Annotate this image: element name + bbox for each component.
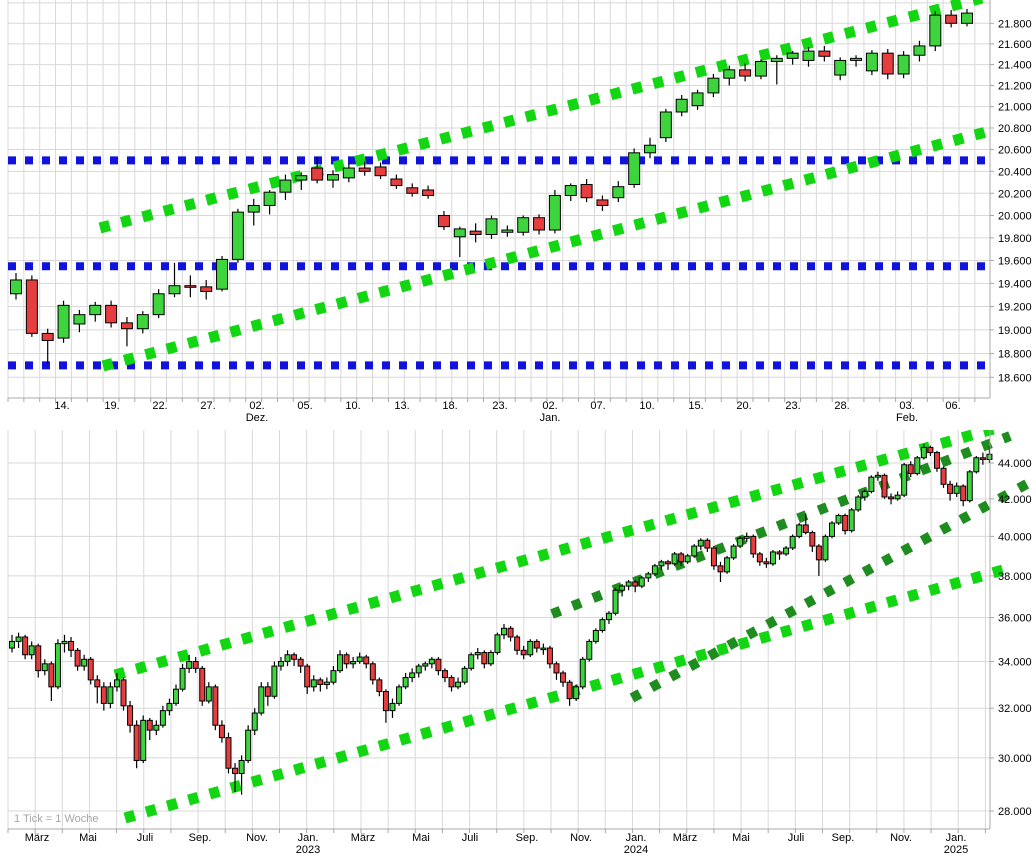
svg-text:32.000: 32.000 — [998, 703, 1032, 715]
svg-text:27.: 27. — [200, 400, 215, 412]
svg-text:Nov.: Nov. — [570, 832, 592, 844]
svg-text:März: März — [351, 832, 375, 844]
svg-text:März: März — [673, 832, 697, 844]
svg-text:21.800: 21.800 — [998, 18, 1032, 30]
svg-text:Nov.: Nov. — [246, 832, 268, 844]
svg-text:Sep.: Sep. — [189, 832, 212, 844]
weekly-candlestick-chart[interactable]: 44.000 42.000 40.000 38.000 36.000 34.000 32.0… — [0, 430, 1036, 859]
svg-text:Mai: Mai — [732, 832, 750, 844]
svg-text:19.200: 19.200 — [998, 302, 1032, 314]
tick-interval-note: 1 Tick = 1 Woche — [14, 813, 99, 825]
daily-candlestick-chart[interactable]: 21.800 21.600 21.400 21.200 21.000 20.800 20.6… — [0, 0, 1036, 430]
svg-text:30.000: 30.000 — [998, 753, 1032, 765]
svg-text:23.: 23. — [492, 400, 507, 412]
svg-text:März: März — [25, 832, 49, 844]
svg-text:19.800: 19.800 — [998, 233, 1032, 245]
svg-text:20.200: 20.200 — [998, 188, 1032, 200]
svg-text:42.000: 42.000 — [998, 494, 1032, 506]
svg-text:Dez.: Dez. — [246, 412, 269, 424]
svg-text:06.: 06. — [945, 400, 960, 412]
svg-text:28.000: 28.000 — [998, 806, 1032, 818]
svg-text:Mai: Mai — [79, 832, 97, 844]
svg-text:02.: 02. — [542, 400, 557, 412]
svg-text:Jan.: Jan. — [946, 832, 967, 844]
svg-text:Jan.: Jan. — [298, 832, 319, 844]
svg-text:28.: 28. — [834, 400, 849, 412]
svg-text:Feb.: Feb. — [896, 412, 918, 424]
svg-text:34.000: 34.000 — [998, 657, 1032, 669]
svg-text:07.: 07. — [590, 400, 605, 412]
svg-text:15.: 15. — [688, 400, 703, 412]
svg-text:Juli: Juli — [137, 832, 154, 844]
svg-text:14.: 14. — [54, 400, 69, 412]
svg-text:36.000: 36.000 — [998, 613, 1032, 625]
svg-text:10.: 10. — [639, 400, 654, 412]
svg-text:18.600: 18.600 — [998, 372, 1032, 384]
svg-text:19.000: 19.000 — [998, 325, 1032, 337]
svg-text:2024: 2024 — [624, 844, 648, 856]
svg-text:20.: 20. — [736, 400, 751, 412]
svg-text:20.600: 20.600 — [998, 145, 1032, 157]
svg-text:38.000: 38.000 — [998, 571, 1032, 583]
svg-text:Jan.: Jan. — [626, 832, 647, 844]
svg-text:Sep.: Sep. — [516, 832, 539, 844]
svg-text:23.: 23. — [785, 400, 800, 412]
svg-text:20.000: 20.000 — [998, 210, 1032, 222]
svg-text:19.600: 19.600 — [998, 256, 1032, 268]
svg-text:02.: 02. — [249, 400, 264, 412]
svg-text:05.: 05. — [297, 400, 312, 412]
svg-text:21.200: 21.200 — [998, 81, 1032, 93]
svg-text:21.600: 21.600 — [998, 39, 1032, 51]
svg-text:10.: 10. — [345, 400, 360, 412]
svg-text:Jan.: Jan. — [540, 412, 561, 424]
svg-text:44.000: 44.000 — [998, 458, 1032, 470]
svg-text:Juli: Juli — [462, 832, 479, 844]
svg-text:13.: 13. — [394, 400, 409, 412]
svg-text:Nov.: Nov. — [890, 832, 912, 844]
svg-text:2023: 2023 — [296, 844, 320, 856]
svg-text:20.400: 20.400 — [998, 166, 1032, 178]
svg-text:21.000: 21.000 — [998, 102, 1032, 114]
svg-text:19.: 19. — [104, 400, 119, 412]
svg-text:22.: 22. — [152, 400, 167, 412]
svg-text:18.800: 18.800 — [998, 348, 1032, 360]
svg-text:19.400: 19.400 — [998, 278, 1032, 290]
svg-text:Mai: Mai — [412, 832, 430, 844]
svg-text:21.400: 21.400 — [998, 60, 1032, 72]
svg-text:Sep.: Sep. — [832, 832, 855, 844]
svg-text:40.000: 40.000 — [998, 531, 1032, 543]
svg-text:18.: 18. — [442, 400, 457, 412]
svg-text:03.: 03. — [899, 400, 914, 412]
svg-text:Juli: Juli — [788, 832, 805, 844]
svg-text:20.800: 20.800 — [998, 123, 1032, 135]
svg-text:2025: 2025 — [944, 844, 968, 856]
